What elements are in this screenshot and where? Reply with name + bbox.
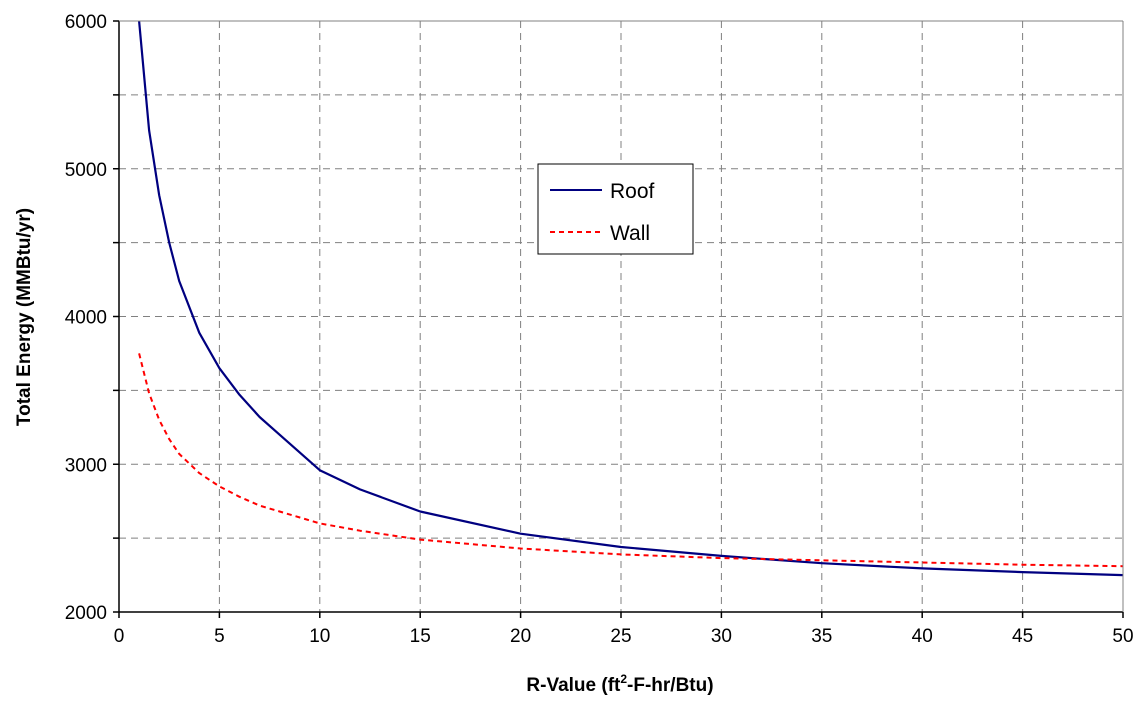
- x-tick-label: 10: [309, 626, 330, 647]
- x-tick-label: 0: [114, 626, 125, 647]
- y-tick-label: 6000: [65, 12, 107, 33]
- x-tick-label: 20: [510, 626, 531, 647]
- y-axis-title: Total Energy (MMBtu/yr): [14, 208, 35, 426]
- x-tick-label: 30: [711, 626, 732, 647]
- x-axis-title: R-Value (ft2-F-hr/Btu): [526, 672, 713, 696]
- x-tick-label: 35: [811, 626, 832, 647]
- x-tick-label: 15: [410, 626, 431, 647]
- legend-box: [537, 163, 694, 255]
- x-tick-label: 25: [610, 626, 631, 647]
- axes: [113, 20, 1124, 618]
- y-tick-label: 2000: [65, 603, 107, 624]
- x-tick-label: 5: [214, 626, 225, 647]
- x-tick-label: 40: [912, 626, 933, 647]
- series-line-roof: [138, 20, 1124, 577]
- y-tick-label: 3000: [65, 455, 107, 476]
- series-line-wall: [138, 353, 1124, 568]
- y-tick-label: 4000: [65, 308, 107, 329]
- x-tick-label: 50: [1112, 626, 1133, 647]
- series-lines: [138, 20, 1124, 577]
- legend-label-wall: Wall: [610, 222, 650, 245]
- y-tick-label: 5000: [65, 160, 107, 181]
- tick-labels: 0 5 10 15 20 25 30 35 40 45 50 2000 3000 4000 5000 6000: [65, 12, 1134, 647]
- legend-label-roof: Roof: [610, 180, 655, 203]
- grid: [119, 21, 1124, 612]
- legend: Roof Wall: [537, 163, 694, 255]
- x-tick-label: 45: [1012, 626, 1033, 647]
